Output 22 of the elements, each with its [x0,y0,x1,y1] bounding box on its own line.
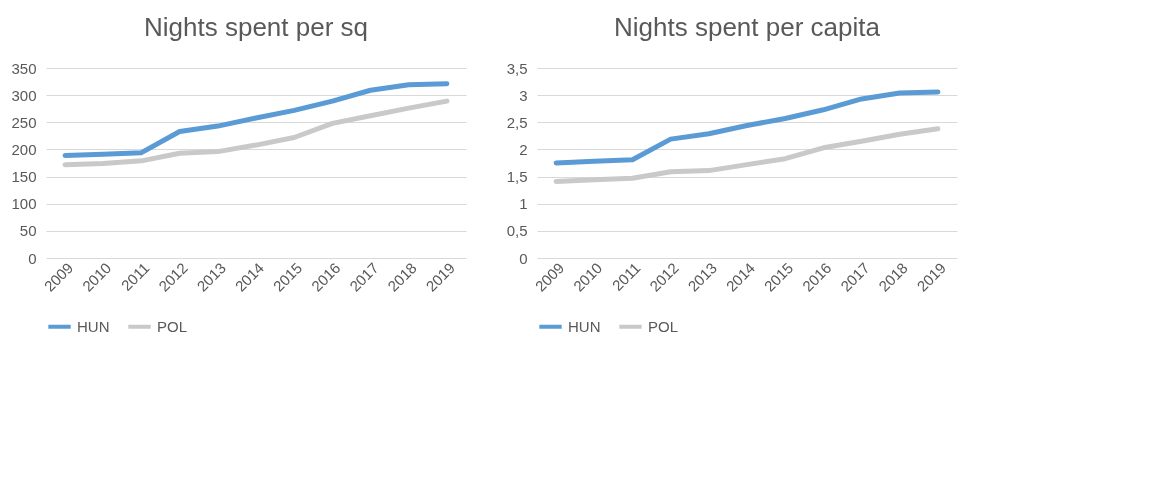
y-tick-label: 1,5 [506,168,528,186]
y-tick-label: 250 [11,113,37,131]
y-tick-label: 3 [519,86,528,104]
y-tick-label: 2,5 [506,113,528,131]
y-tick-label: 3,5 [506,59,528,77]
y-tick-label: 0,5 [506,222,528,240]
y-tick-label: 200 [11,140,37,158]
y-tick-label: 150 [11,168,37,186]
y-tick-label: 300 [11,86,37,104]
legend-label: HUN [77,317,110,335]
y-tick-label: 2 [519,140,528,158]
legend-label: POL [648,317,679,335]
legend-label: HUN [568,317,601,335]
y-tick-label: 1 [519,195,528,213]
y-tick-label: 50 [19,222,37,240]
legend-label: POL [157,317,188,335]
y-tick-label: 0 [519,249,528,267]
y-tick-label: 350 [11,59,37,77]
y-tick-label: 100 [11,195,37,213]
y-tick-label: 0 [28,249,37,267]
chart-title: Nights spent per sq [143,12,369,42]
chart-title: Nights spent per capita [614,12,881,42]
